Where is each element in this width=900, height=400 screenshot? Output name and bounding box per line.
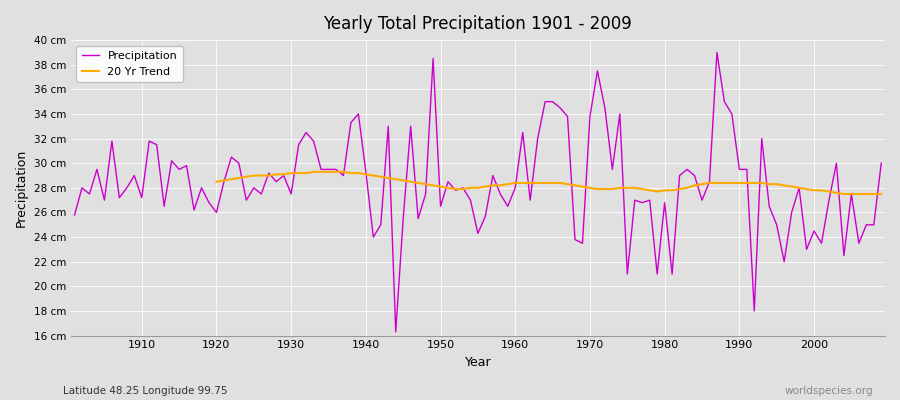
Legend: Precipitation, 20 Yr Trend: Precipitation, 20 Yr Trend — [76, 46, 183, 82]
Line: 20 Yr Trend: 20 Yr Trend — [217, 172, 881, 194]
20 Yr Trend — [502, 182, 513, 186]
Precipitation — [338, 173, 349, 178]
Y-axis label: Precipitation: Precipitation — [15, 149, 28, 227]
20 Yr Trend — [338, 170, 349, 174]
Text: worldspecies.org: worldspecies.org — [785, 386, 873, 396]
Precipitation — [391, 330, 401, 334]
Line: Precipitation: Precipitation — [75, 52, 881, 332]
Precipitation — [69, 212, 80, 217]
Precipitation — [607, 167, 617, 172]
Precipitation — [876, 161, 886, 166]
20 Yr Trend — [599, 187, 610, 192]
X-axis label: Year: Year — [464, 356, 491, 369]
Precipitation — [712, 50, 723, 55]
Precipitation — [129, 173, 140, 178]
20 Yr Trend — [293, 171, 304, 176]
Precipitation — [509, 186, 520, 190]
Precipitation — [518, 130, 528, 135]
Title: Yearly Total Precipitation 1901 - 2009: Yearly Total Precipitation 1901 - 2009 — [323, 15, 633, 33]
20 Yr Trend — [509, 180, 520, 185]
20 Yr Trend — [876, 192, 886, 196]
Text: Latitude 48.25 Longitude 99.75: Latitude 48.25 Longitude 99.75 — [63, 386, 228, 396]
Precipitation — [293, 142, 304, 147]
